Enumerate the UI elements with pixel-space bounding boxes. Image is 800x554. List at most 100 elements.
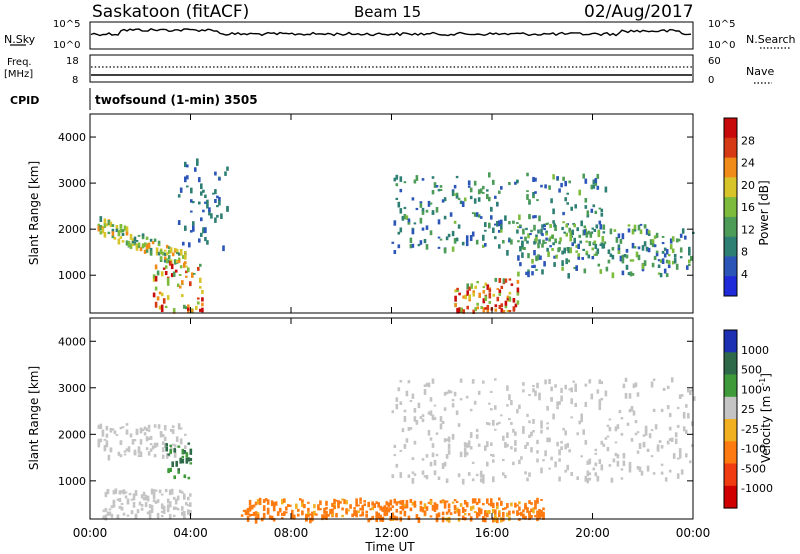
heatmap-cell <box>465 240 469 247</box>
heatmap-cell <box>145 447 149 451</box>
heatmap-cell <box>254 516 258 519</box>
heatmap-cell <box>246 507 250 511</box>
heatmap-cell <box>325 515 328 520</box>
colorbar-tick-label: 24 <box>741 157 755 170</box>
heatmap-cell <box>526 442 529 444</box>
heatmap-cell <box>101 429 105 433</box>
heatmap-cell <box>118 498 122 502</box>
heatmap-cell <box>458 307 461 313</box>
heatmap-cell <box>534 390 537 397</box>
heatmap-cell <box>105 433 109 438</box>
heatmap-cell <box>608 426 612 432</box>
heatmap-cell <box>385 501 389 506</box>
heatmap-cell <box>163 443 167 448</box>
heatmap-cell <box>465 235 469 242</box>
heatmap-cell <box>472 292 475 297</box>
heatmap-cell <box>492 293 496 297</box>
heatmap-cell <box>682 413 686 418</box>
heatmap-cell <box>486 307 490 314</box>
heatmap-cell <box>516 511 519 516</box>
heatmap-cell <box>112 490 116 495</box>
heatmap-cell <box>250 506 254 509</box>
heatmap-cell <box>137 244 141 248</box>
heatmap-cell <box>111 224 115 227</box>
heatmap-cell <box>538 239 541 245</box>
heatmap-cell <box>185 306 188 310</box>
heatmap-cell <box>319 500 322 506</box>
heatmap-cell <box>281 499 284 505</box>
heatmap-cell <box>226 166 229 171</box>
noise-sky-label: N.Sky <box>4 33 36 46</box>
heatmap-cell <box>397 387 401 392</box>
heatmap-cell <box>132 505 136 508</box>
heatmap-cell <box>172 271 176 277</box>
heatmap-cell <box>534 191 537 194</box>
heatmap-cell <box>187 476 191 480</box>
heatmap-cell <box>429 500 433 505</box>
heatmap-cell <box>136 509 140 514</box>
heatmap-cell <box>545 223 548 225</box>
heatmap-cell <box>377 502 380 508</box>
heatmap-cell <box>168 260 172 266</box>
heatmap-cell <box>600 440 604 445</box>
heatmap-cell <box>133 243 137 246</box>
noise-right-tick-high: 10^5 <box>708 19 735 30</box>
heatmap-cell <box>199 263 202 267</box>
heatmap-cell <box>618 410 622 414</box>
heatmap-cell <box>184 254 187 260</box>
heatmap-cell <box>181 458 185 464</box>
heatmap-cell <box>525 227 528 231</box>
heatmap-cell <box>584 475 588 482</box>
heatmap-cell <box>145 236 149 240</box>
heatmap-cell <box>496 505 499 510</box>
heatmap-cell <box>369 508 372 511</box>
heatmap-cell <box>528 472 531 477</box>
heatmap-cell <box>127 446 131 453</box>
heatmap-cell <box>451 399 455 402</box>
y-tick-label: 3000 <box>58 177 86 190</box>
heatmap-cell <box>547 251 550 257</box>
heatmap-cell <box>494 405 497 410</box>
heatmap-cell <box>588 458 592 465</box>
heatmap-cell <box>500 186 503 190</box>
heatmap-cell <box>506 432 509 438</box>
heatmap-cell <box>171 252 175 257</box>
heatmap-cell <box>293 514 296 520</box>
heatmap-cell <box>399 506 403 509</box>
heatmap-cell <box>419 201 423 204</box>
heatmap-cell <box>357 510 360 513</box>
heatmap-cell <box>471 212 475 214</box>
heatmap-cell <box>411 228 415 235</box>
heatmap-cell <box>187 442 191 445</box>
heatmap-cell <box>473 500 477 504</box>
heatmap-cell <box>609 253 613 257</box>
heatmap-cell <box>518 404 521 409</box>
heatmap-cell <box>678 452 682 459</box>
heatmap-cell <box>133 439 137 442</box>
heatmap-cell <box>439 185 443 188</box>
heatmap-cell <box>488 222 491 228</box>
heatmap-cell <box>462 295 465 299</box>
heatmap-cell <box>189 448 193 455</box>
heatmap-cell <box>102 515 106 519</box>
heatmap-cell <box>486 284 490 290</box>
heatmap-cell <box>301 502 304 508</box>
heatmap-cell <box>474 307 477 312</box>
heatmap-cell <box>690 255 693 261</box>
heatmap-cell <box>120 490 124 494</box>
heatmap-cell <box>301 510 304 516</box>
heatmap-cell <box>191 309 194 312</box>
heatmap-cell <box>622 453 626 459</box>
heatmap-cell <box>166 295 170 300</box>
heatmap-cell <box>594 177 598 184</box>
heatmap-cell <box>333 505 336 509</box>
heatmap-cell <box>564 197 567 202</box>
heatmap-cell <box>645 228 649 235</box>
heatmap-cell <box>184 251 187 254</box>
heatmap-cell <box>167 453 170 456</box>
heatmap-cell <box>272 507 276 512</box>
velocity-plot-background <box>90 318 693 519</box>
heatmap-cell <box>566 443 569 446</box>
heatmap-cell <box>252 504 256 508</box>
